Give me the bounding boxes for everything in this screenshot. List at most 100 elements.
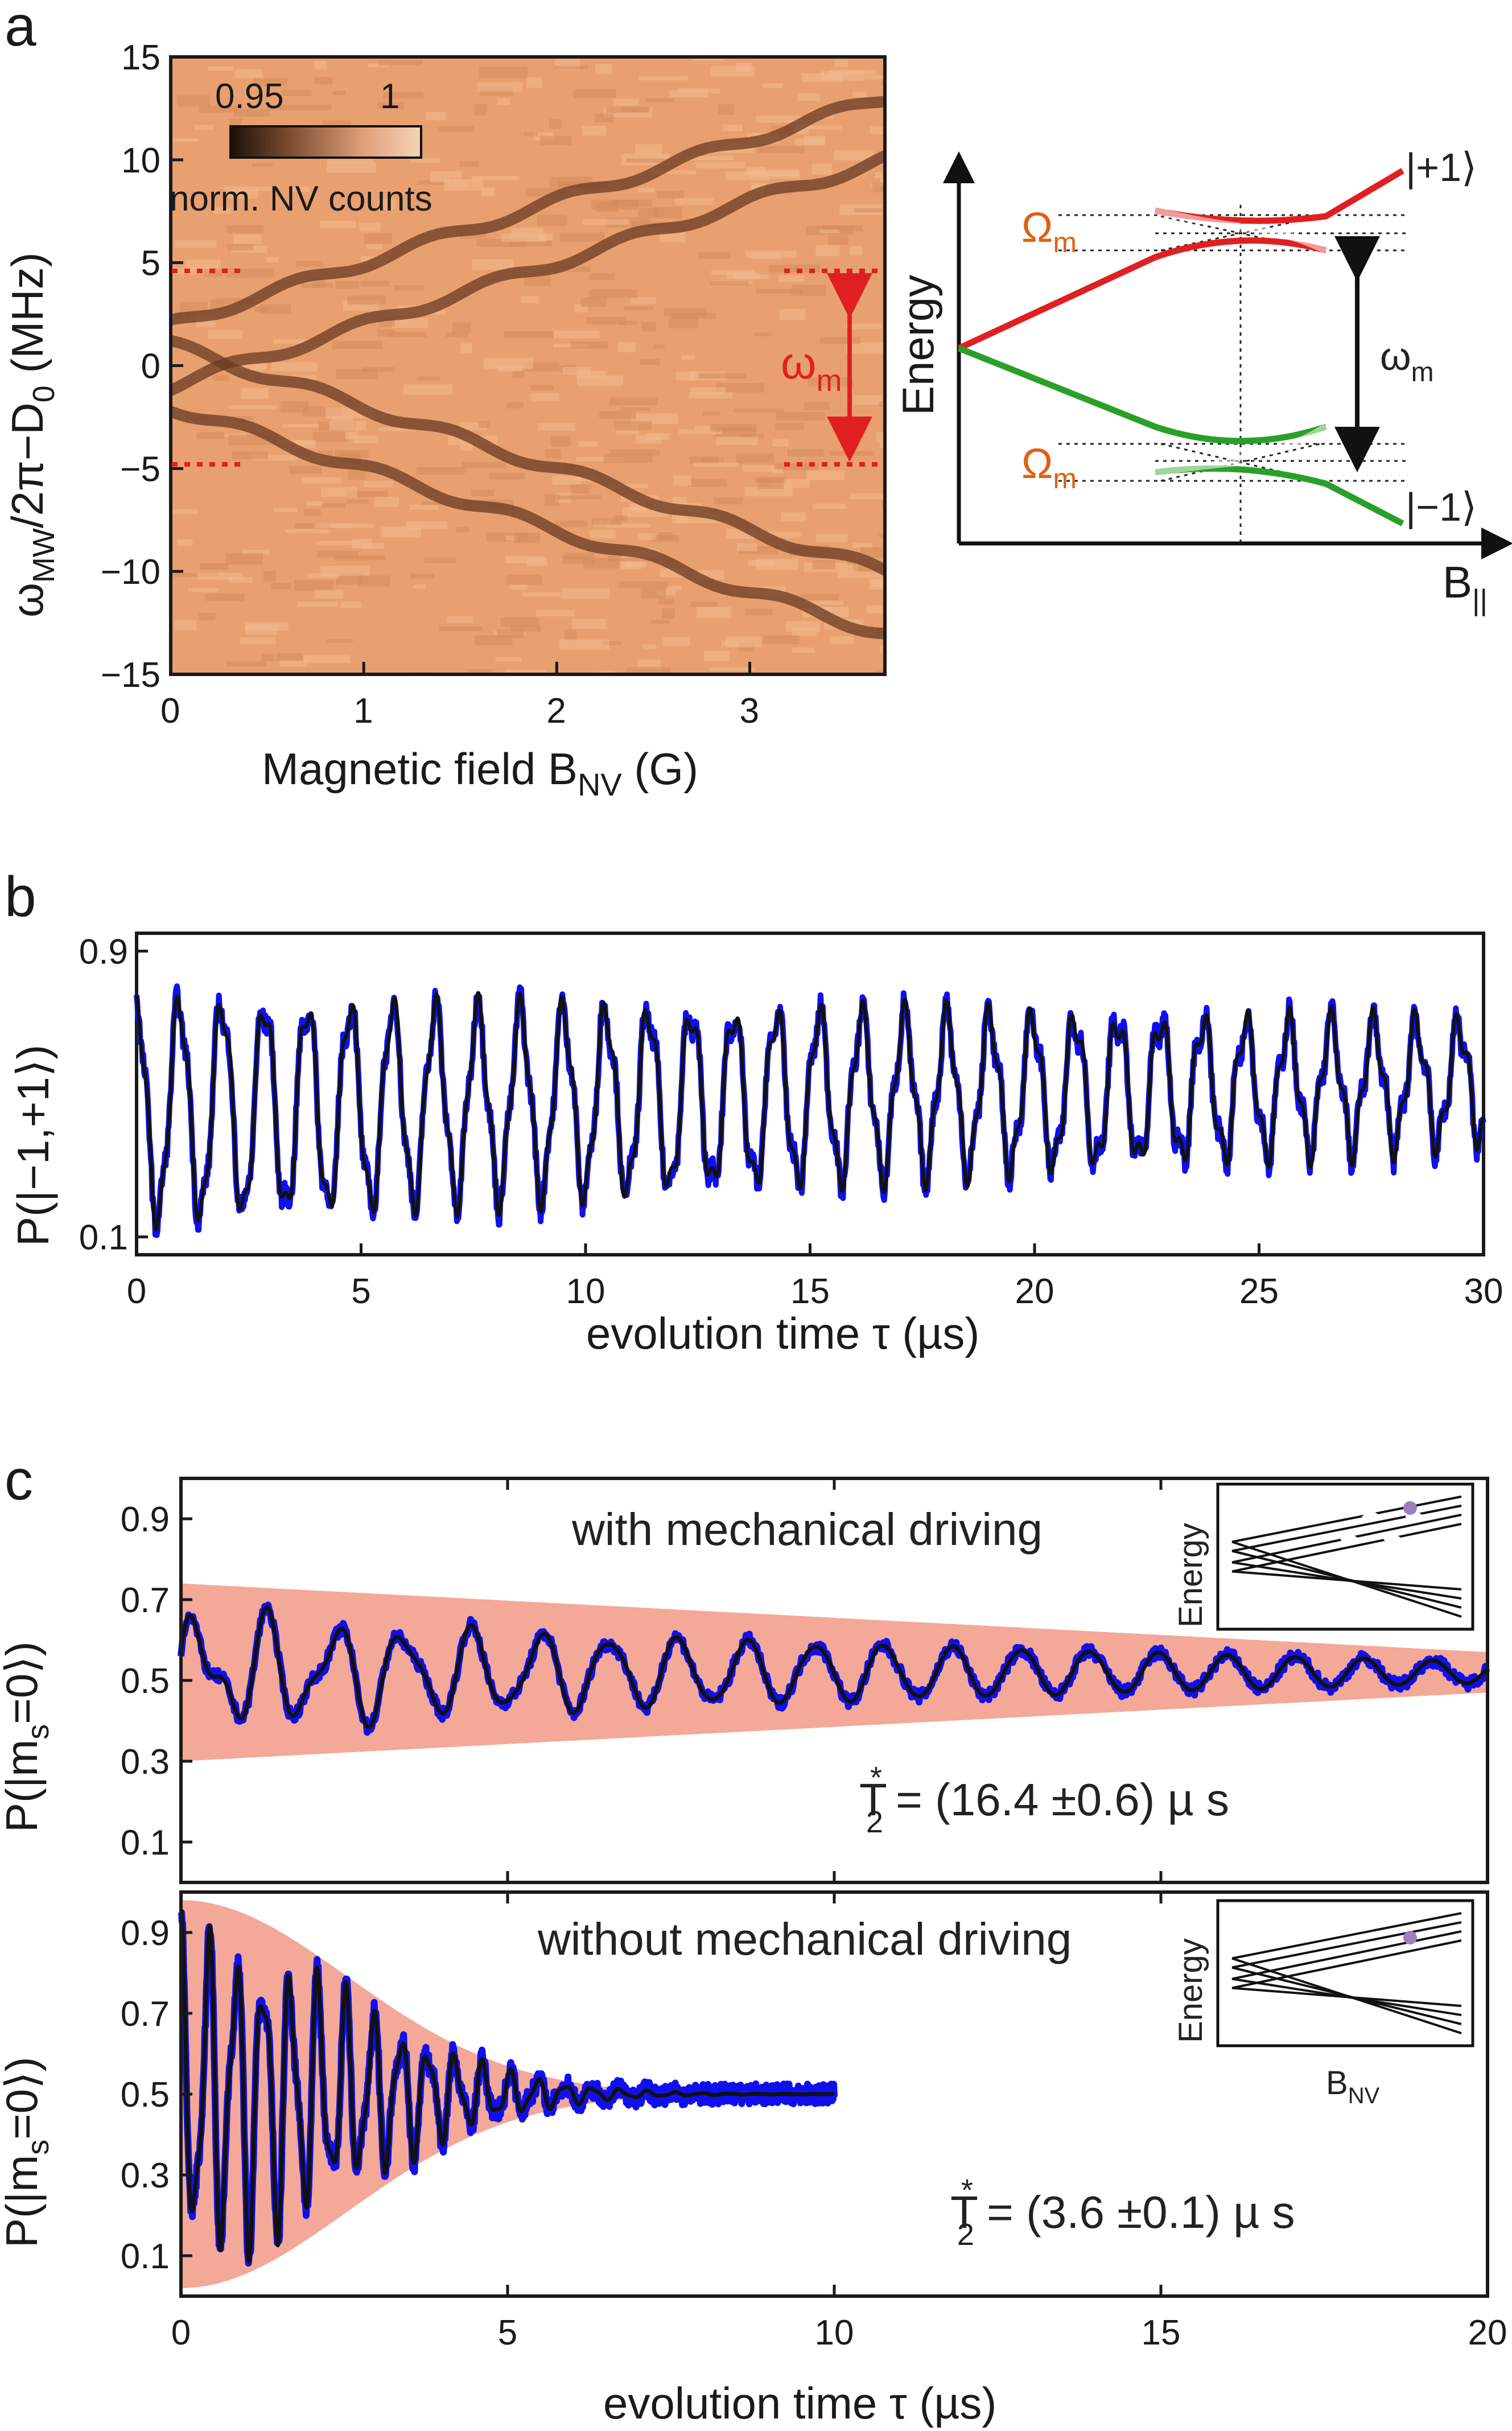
- panel-b-oscillation: 0 5 10 15 20 25 30 0.9 0.1 P(|−1,+1⟩) evolution …: [8, 932, 1503, 1358]
- heatmap-xtick-label: 2: [546, 691, 566, 731]
- heatmap-noise-cell: [771, 469, 784, 474]
- heatmap-noise-cell: [452, 322, 471, 333]
- energy-omega-m-label: ωm: [1380, 334, 1434, 388]
- heatmap-noise-cell: [610, 449, 660, 456]
- heatmap-noise-cell: [280, 401, 309, 413]
- heatmap-noise-cell: [869, 578, 885, 590]
- heatmap-noise-cell: [336, 369, 377, 380]
- heatmap-noise-cell: [537, 215, 567, 226]
- heatmap-noise-cell: [599, 670, 615, 674]
- minus-one-upper-fade: [1240, 423, 1328, 459]
- heatmap-noise-cell: [641, 588, 666, 599]
- state-plus-one-label: |+1⟩: [1406, 145, 1477, 189]
- heatmap-noise-cell: [417, 376, 440, 381]
- inset-line-up: [1231, 1523, 1462, 1573]
- heatmap-noise-cell: [234, 69, 263, 79]
- heatmap-noise-cell: [867, 605, 885, 613]
- heatmap-branch-upper-1: [171, 96, 885, 325]
- plus-one-upper-fade: [1154, 207, 1241, 230]
- heatmap-noise-cell: [781, 512, 806, 522]
- inset-line-up: [1231, 1505, 1462, 1552]
- heatmap-noise-cell: [413, 584, 426, 589]
- heatmap-noise-cell: [763, 635, 800, 645]
- heatmap-noise-cell: [806, 470, 845, 480]
- heatmap-noise-cell: [763, 83, 784, 88]
- heatmap-noise-cell: [317, 550, 359, 558]
- heatmap-noise-cell: [694, 426, 710, 430]
- heatmap-noise-cell: [274, 339, 309, 344]
- panel-a-heatmap: 0 1 2 3 15 10 5 0 −5 −10 −15 0.95 1 norm. NV count…: [2, 38, 887, 802]
- heatmap-noise-cell: [787, 449, 824, 457]
- colorbar-title: norm. NV counts: [170, 179, 432, 219]
- heatmap-ytick-label: −5: [120, 450, 160, 489]
- heatmap-noise-cell: [200, 563, 229, 570]
- heatmap-noise-cell: [562, 555, 591, 560]
- heatmap-noise-cell: [504, 331, 554, 338]
- heatmap-noise-cell: [641, 322, 657, 332]
- heatmap-noise-cell: [175, 240, 217, 248]
- heatmap-noise-cell: [294, 580, 334, 591]
- heatmap-noise-cell: [775, 423, 804, 430]
- heatmap-noise-cell: [530, 392, 559, 401]
- heatmap-noise-cell: [216, 298, 255, 304]
- heatmap-noise-cell: [273, 508, 298, 512]
- heatmap-noise-cell: [459, 161, 479, 167]
- heatmap-noise-cell: [378, 60, 422, 65]
- heatmap-noise-cell: [558, 495, 601, 500]
- inset-line-down: [1231, 1987, 1462, 2007]
- heatmap-branch-upper-2: [171, 150, 885, 397]
- heatmap-noise-cell: [812, 560, 835, 570]
- heatmap-noise-cell: [555, 520, 587, 528]
- heatmap-noise-cell: [658, 532, 673, 541]
- heatmap-noise-cell: [303, 509, 321, 517]
- heatmap-noise-cell: [229, 118, 242, 127]
- heatmap-noise-cell: [417, 180, 454, 185]
- heatmap-noise-cell: [261, 654, 275, 661]
- panel-b-xtick-label: 20: [1015, 1272, 1054, 1311]
- heatmap-noise-cell: [175, 620, 197, 631]
- heatmap-noise-cell: [772, 439, 789, 447]
- heatmap-noise-cell: [233, 109, 270, 117]
- heatmap-noise-cell: [530, 385, 554, 391]
- heatmap-noise-cell: [582, 219, 629, 225]
- heatmap-noise-cell: [849, 493, 885, 500]
- plus-one-upper-branch: [1154, 168, 1404, 224]
- inset-top-ylabel: Energy: [1172, 1523, 1209, 1627]
- heatmap-noise-cell: [657, 590, 675, 595]
- heatmap-noise-cell: [578, 441, 598, 447]
- panel-c-ytick-label: 0.7: [121, 1995, 170, 2034]
- heatmap-noise-cell: [321, 487, 357, 497]
- heatmap-noise-cell: [177, 539, 193, 546]
- heatmap-noise-cell: [710, 424, 757, 432]
- heatmap-noise-cell: [394, 285, 424, 291]
- panel-c-ytick-label: 0.7: [121, 1581, 170, 1620]
- heatmap-branch-lower-1: [171, 335, 885, 576]
- heatmap-noise-cell: [733, 408, 784, 413]
- heatmap-noise-cell: [303, 655, 351, 664]
- panel-c-top-inset: Energy: [1172, 1482, 1474, 1631]
- heatmap-noise-cell: [439, 126, 473, 132]
- heatmap-noise-cell: [800, 594, 839, 601]
- heatmap-noise-cell: [171, 138, 199, 142]
- heatmap-noise-cell: [478, 421, 490, 428]
- heatmap-noise-cell: [686, 155, 733, 160]
- heatmap-ytick-label: 0: [141, 347, 160, 386]
- heatmap-noise-cell: [718, 104, 735, 115]
- heatmap-noise-cell: [281, 89, 312, 96]
- heatmap-noise-cell: [460, 343, 472, 353]
- heatmap-noise-cell: [359, 223, 381, 232]
- heatmap-noise-cell: [607, 524, 651, 528]
- heatmap-noise-cell: [650, 170, 697, 174]
- plus-one-lower-fade: [1240, 224, 1328, 254]
- heatmap-noise-cell: [679, 429, 723, 435]
- heatmap-noise-cell: [171, 509, 199, 514]
- heatmap-noise-cell: [335, 450, 369, 458]
- inset-bottom-ylabel: Energy: [1172, 1938, 1209, 2043]
- heatmap-noise-cell: [253, 78, 287, 86]
- heatmap-noise-cell: [697, 607, 731, 619]
- heatmap-noise-cell: [603, 641, 622, 645]
- minus-one-lower-branch: [1155, 465, 1404, 526]
- heatmap-noise-cell: [331, 415, 353, 421]
- heatmap-noise-cell: [377, 102, 404, 109]
- inset-bottom-lines: [1231, 1912, 1462, 2034]
